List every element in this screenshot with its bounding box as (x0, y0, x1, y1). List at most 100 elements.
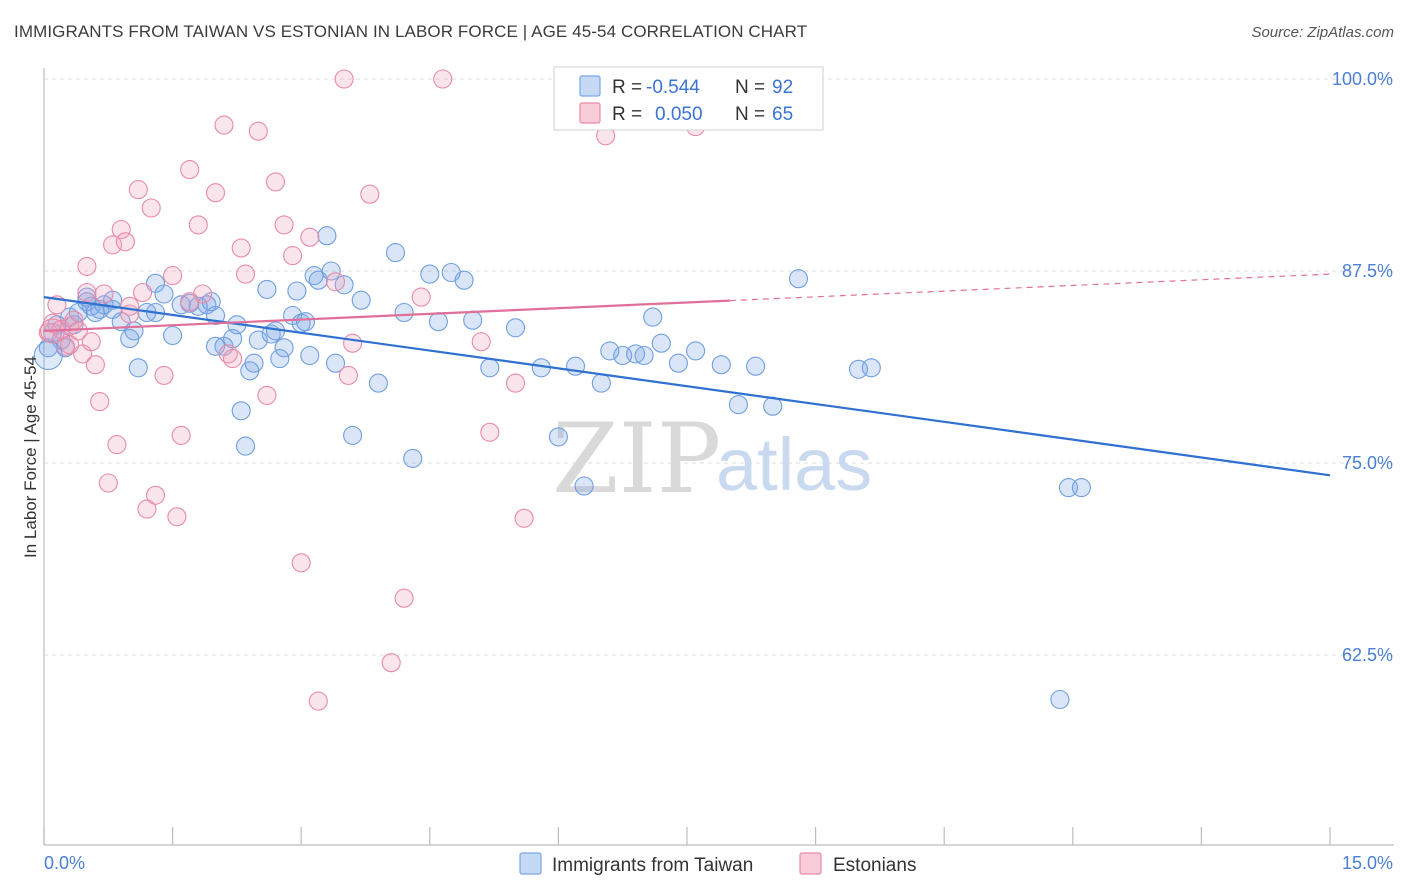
bottom-legend-swatch-taiwan (519, 852, 542, 875)
estonians-point (433, 69, 453, 89)
legend-r-label-taiwan: R = (612, 77, 642, 98)
taiwan-point (643, 307, 663, 327)
bottom-legend-swatch-estonians (799, 852, 822, 875)
taiwan-point (128, 358, 148, 378)
estonians-point (265, 172, 286, 192)
taiwan-point (394, 302, 414, 323)
estonians-point (103, 235, 123, 255)
estonians-point (171, 425, 191, 445)
estonians-point (283, 246, 303, 266)
taiwan-point (591, 373, 611, 393)
estonians-point (231, 238, 251, 258)
legend-n-label-estonians: N = (735, 104, 765, 125)
taiwan-point (651, 333, 671, 353)
estonians-point (120, 296, 140, 316)
taiwan-point (1071, 478, 1091, 498)
taiwan-point (154, 284, 174, 304)
taiwan-point (33, 340, 63, 371)
estonians-point (308, 691, 328, 711)
trend-lines (43, 273, 1331, 477)
taiwan-point (403, 448, 423, 468)
taiwan-point (274, 338, 294, 358)
watermark-zip: ZIP (552, 403, 721, 515)
estonians-point (77, 256, 97, 276)
estonians-point (274, 215, 294, 235)
taiwan-point (124, 321, 144, 341)
taiwan-point (270, 349, 290, 369)
legend-r-value-taiwan: -0.544 (646, 77, 700, 98)
series-legend: Immigrants from Taiwan Estonians (519, 852, 916, 876)
estonians-point (163, 266, 183, 286)
estonians-point (394, 588, 414, 608)
estonians-point (480, 422, 500, 442)
estonians-point (360, 184, 380, 204)
estonians-point (505, 373, 526, 393)
taiwan-point (295, 312, 316, 332)
estonians-point (411, 287, 431, 307)
taiwan-point (325, 353, 346, 373)
taiwan-point (308, 270, 328, 290)
taiwan-point (711, 355, 731, 375)
estonians-point (291, 553, 311, 573)
taiwan-point (163, 325, 183, 346)
correlation-legend: R = -0.544 N = 92 R = 0.050 N = 65 (553, 66, 824, 131)
x-tick-label: 0.0% (44, 853, 85, 873)
y-tick-label: 62.5% (1342, 645, 1393, 665)
taiwan-point (600, 341, 620, 361)
estonians-point (223, 349, 243, 369)
legend-r-value-estonians: 0.050 (655, 104, 703, 125)
taiwan-point (368, 373, 388, 393)
estonians-point (300, 227, 320, 247)
watermark: ZIP atlas (552, 403, 872, 515)
taiwan-point (428, 312, 448, 332)
estonians-point (111, 219, 131, 240)
y-tick-labels: 100.0% 87.5% 75.0% 62.5% (1332, 69, 1393, 665)
legend-n-label-taiwan: N = (735, 77, 765, 98)
taiwan-point (351, 290, 371, 310)
estonians-point (115, 232, 135, 252)
taiwan-point (746, 356, 766, 376)
taiwan-point (343, 425, 363, 445)
taiwan-point (235, 436, 256, 456)
source-label: Source: ZipAtlas.com (1251, 24, 1394, 41)
estonians-point (343, 333, 363, 353)
taiwan-point (1050, 689, 1070, 710)
estonians-point (107, 435, 127, 455)
estonians-point (325, 272, 346, 292)
estonians-point (257, 385, 277, 405)
estonians-point (68, 321, 88, 341)
x-tick-label: 15.0% (1342, 853, 1393, 873)
y-tick-label: 87.5% (1342, 261, 1393, 281)
taiwan-point (788, 269, 809, 289)
taiwan-point (300, 345, 320, 366)
taiwan-point (574, 476, 594, 496)
taiwan-point (321, 261, 341, 281)
taiwan-point (454, 270, 474, 290)
estonians-point (133, 282, 153, 303)
estonians-point (154, 365, 174, 385)
estonians-point (180, 160, 200, 180)
estonians-point (214, 115, 234, 135)
legend-n-value-taiwan: 92 (772, 77, 793, 98)
legend-n-value-estonians: 65 (772, 104, 793, 125)
taiwan-point (385, 243, 406, 263)
data-points (33, 69, 1091, 711)
estonians-point (77, 282, 97, 303)
estonians-point (180, 292, 200, 312)
taiwan-trend-line (43, 296, 1331, 477)
estonians-point (167, 507, 187, 527)
estonians-point (60, 335, 80, 355)
taiwan-point (244, 353, 264, 373)
taiwan-point (257, 279, 277, 299)
legend-swatch-estonians (579, 102, 601, 124)
x-tick-labels: 0.0% 15.0% (44, 853, 1393, 873)
estonians-point (471, 332, 491, 352)
legend-r-label-estonians: R = (612, 104, 642, 125)
estonians-point (141, 198, 161, 218)
taiwan-point (728, 395, 748, 415)
estonians-point (205, 183, 226, 203)
y-axis-label: In Labor Force | Age 45-54 (21, 356, 40, 558)
estonians-point (90, 392, 110, 412)
estonians-point (514, 508, 534, 528)
